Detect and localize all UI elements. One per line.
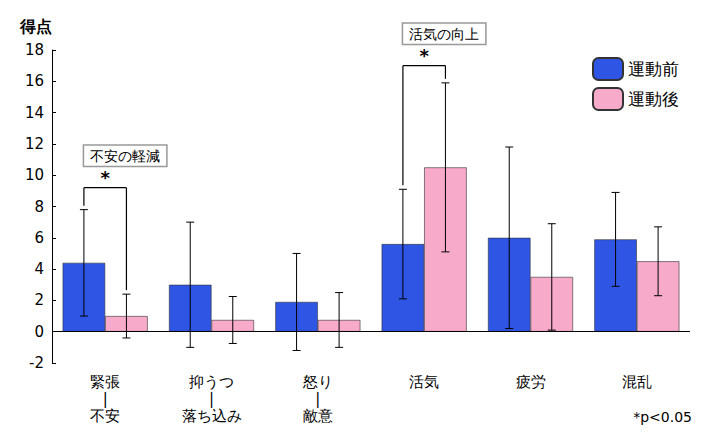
svg-text:緊張: 緊張 [90, 373, 120, 391]
svg-text:敵意: 敵意 [303, 407, 333, 425]
svg-text:|: | [315, 390, 320, 408]
svg-text:2: 2 [34, 291, 44, 309]
svg-text:怒り: 怒り [302, 373, 333, 391]
svg-text:活気の向上: 活気の向上 [409, 26, 479, 42]
svg-text:|: | [209, 390, 214, 408]
svg-text:10: 10 [25, 166, 44, 184]
svg-text:12: 12 [25, 135, 44, 153]
svg-text:*: * [419, 45, 429, 66]
svg-text:*p<0.05: *p<0.05 [633, 409, 692, 425]
svg-text:疲労: 疲労 [516, 373, 546, 391]
svg-text:混乱: 混乱 [622, 373, 652, 391]
svg-text:不安: 不安 [90, 407, 120, 425]
svg-text:6: 6 [34, 229, 44, 247]
svg-text:-2: -2 [29, 354, 44, 372]
svg-text:14: 14 [25, 104, 44, 122]
svg-text:抑うつ: 抑うつ [189, 373, 234, 391]
svg-text:得点: 得点 [19, 17, 52, 36]
svg-text:不安の軽減: 不安の軽減 [90, 148, 160, 164]
svg-text:4: 4 [34, 260, 44, 278]
svg-text:落ち込み: 落ち込み [182, 407, 242, 425]
svg-text:16: 16 [25, 72, 44, 90]
svg-text:8: 8 [34, 198, 44, 216]
svg-text:0: 0 [34, 323, 44, 341]
svg-text:運動前: 運動前 [628, 59, 679, 79]
svg-text:活気: 活気 [409, 373, 439, 391]
svg-text:*: * [100, 167, 110, 188]
svg-text:|: | [103, 390, 108, 408]
svg-text:運動後: 運動後 [628, 89, 679, 109]
svg-text:18: 18 [25, 41, 44, 59]
